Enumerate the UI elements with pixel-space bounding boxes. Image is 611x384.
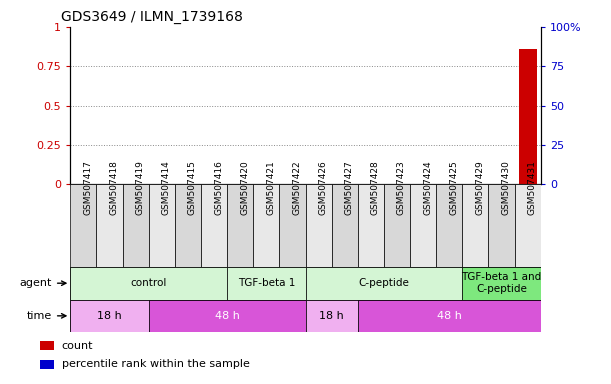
Text: count: count bbox=[62, 341, 93, 351]
Text: GDS3649 / ILMN_1739168: GDS3649 / ILMN_1739168 bbox=[61, 10, 243, 25]
Bar bbox=[70, 267, 227, 300]
Bar bbox=[358, 300, 541, 332]
Text: GSM507429: GSM507429 bbox=[475, 160, 485, 215]
Bar bbox=[123, 184, 148, 267]
Text: GSM507425: GSM507425 bbox=[449, 160, 458, 215]
Bar bbox=[227, 267, 306, 300]
Text: percentile rank within the sample: percentile rank within the sample bbox=[62, 359, 249, 369]
Bar bbox=[40, 341, 54, 351]
Bar bbox=[463, 267, 541, 300]
Text: control: control bbox=[131, 278, 167, 288]
Text: GSM507428: GSM507428 bbox=[371, 160, 380, 215]
Bar bbox=[70, 300, 148, 332]
Text: GSM507416: GSM507416 bbox=[214, 160, 223, 215]
Text: time: time bbox=[27, 311, 66, 321]
Text: 18 h: 18 h bbox=[97, 311, 122, 321]
Text: TGF-beta 1 and
C-peptide: TGF-beta 1 and C-peptide bbox=[461, 272, 542, 294]
Bar bbox=[358, 184, 384, 267]
Text: GSM507422: GSM507422 bbox=[293, 160, 301, 215]
Text: GSM507419: GSM507419 bbox=[136, 160, 145, 215]
Text: GSM507421: GSM507421 bbox=[266, 160, 276, 215]
Bar bbox=[410, 184, 436, 267]
Bar bbox=[332, 184, 358, 267]
Bar bbox=[97, 184, 123, 267]
Bar bbox=[384, 184, 410, 267]
Bar bbox=[227, 184, 253, 267]
Bar bbox=[175, 184, 201, 267]
Text: GSM507427: GSM507427 bbox=[345, 160, 354, 215]
Text: GSM507426: GSM507426 bbox=[318, 160, 327, 215]
Bar bbox=[463, 184, 488, 267]
Text: GSM507420: GSM507420 bbox=[240, 160, 249, 215]
Bar bbox=[514, 184, 541, 267]
Bar bbox=[148, 184, 175, 267]
Text: C-peptide: C-peptide bbox=[359, 278, 409, 288]
Text: GSM507414: GSM507414 bbox=[162, 160, 170, 215]
Bar bbox=[70, 184, 97, 267]
Text: GSM507430: GSM507430 bbox=[502, 160, 511, 215]
Bar bbox=[306, 300, 358, 332]
Bar bbox=[201, 184, 227, 267]
Text: GSM507418: GSM507418 bbox=[109, 160, 119, 215]
Text: GSM507417: GSM507417 bbox=[83, 160, 92, 215]
Bar bbox=[306, 184, 332, 267]
Bar bbox=[306, 267, 463, 300]
Bar bbox=[519, 49, 537, 184]
Text: GSM507415: GSM507415 bbox=[188, 160, 197, 215]
Bar bbox=[148, 300, 306, 332]
Text: GSM507424: GSM507424 bbox=[423, 160, 432, 215]
Text: TGF-beta 1: TGF-beta 1 bbox=[238, 278, 295, 288]
Text: 48 h: 48 h bbox=[214, 311, 240, 321]
Bar bbox=[436, 184, 463, 267]
Text: GSM507431: GSM507431 bbox=[528, 160, 536, 215]
Text: agent: agent bbox=[20, 278, 66, 288]
Text: 18 h: 18 h bbox=[320, 311, 344, 321]
Bar bbox=[253, 184, 279, 267]
Text: GSM507423: GSM507423 bbox=[397, 160, 406, 215]
Bar bbox=[40, 359, 54, 369]
Bar bbox=[488, 184, 514, 267]
Text: 48 h: 48 h bbox=[437, 311, 462, 321]
Bar bbox=[279, 184, 306, 267]
